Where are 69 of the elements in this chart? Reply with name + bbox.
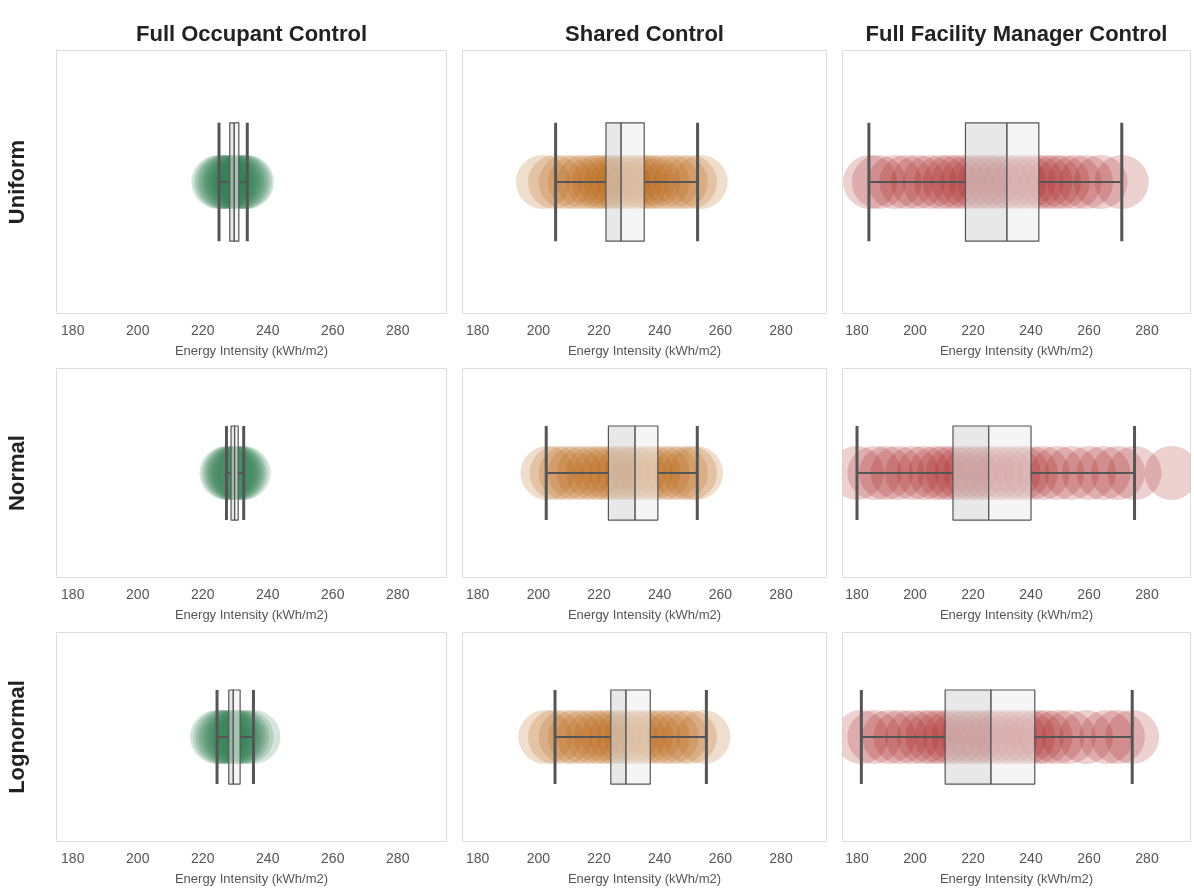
x-tick-label: 260 [708,585,733,602]
x-tick-label: 280 [769,585,793,602]
x-tick-label: 200 [526,321,551,338]
x-tick-label: 260 [321,321,345,338]
x-tick-label: 260 [1077,849,1101,866]
x-tick-label: 180 [465,321,490,338]
x-tick-label: 240 [1019,849,1043,866]
x-tick-label: 260 [321,849,345,866]
x-tick-label: 280 [386,849,410,866]
x-tick-label: 280 [1135,849,1159,866]
x-axis-title: Energy Intensity (kWh/m2) [939,606,1094,622]
x-tick-label: 280 [386,585,410,602]
x-tick-label: 240 [1019,321,1043,338]
x-tick-label: 240 [647,849,672,866]
x-tick-label: 180 [465,849,490,866]
x-tick-label: 260 [708,321,733,338]
x-axis-title: Energy Intensity (kWh/m2) [567,342,722,358]
x-tick-label: 200 [126,585,150,602]
x-tick-label: 220 [191,849,215,866]
x-axis-title: Energy Intensity (kWh/m2) [174,870,329,886]
x-tick-label: 280 [1135,321,1159,338]
y-tick-label: Uniform [3,139,29,225]
chart-title: Full Occupant Control [136,20,368,46]
x-tick-label: 240 [647,321,672,338]
x-tick-label: 220 [587,321,611,338]
x-axis-title: Energy Intensity (kWh/m2) [567,606,722,622]
x-tick-label: 240 [1019,585,1043,602]
x-tick-label: 260 [321,585,345,602]
x-tick-label: 260 [1077,321,1101,338]
x-tick-label: 200 [526,849,551,866]
x-tick-label: 180 [61,849,85,866]
y-tick-label: Normal [3,435,29,511]
x-tick-label: 180 [61,585,85,602]
x-tick-label: 220 [961,321,985,338]
x-tick-label: 200 [903,321,927,338]
x-tick-label: 260 [708,849,733,866]
x-tick-label: 180 [845,585,869,602]
x-tick-label: 180 [845,321,869,338]
x-tick-label: 280 [769,849,793,866]
chart-title: Full Facility Manager Control [865,20,1168,46]
x-axis-title: Energy Intensity (kWh/m2) [567,870,722,886]
x-tick-label: 220 [191,585,215,602]
x-tick-label: 240 [256,849,280,866]
x-tick-label: 180 [465,585,490,602]
x-tick-label: 280 [386,321,410,338]
x-tick-label: 200 [903,849,927,866]
x-tick-label: 240 [256,321,280,338]
x-axis-title: Energy Intensity (kWh/m2) [939,342,1094,358]
x-tick-label: 240 [256,585,280,602]
x-tick-label: 200 [126,321,150,338]
x-tick-label: 180 [845,849,869,866]
x-tick-label: 220 [587,585,611,602]
x-tick-label: 280 [1135,585,1159,602]
x-tick-label: 260 [1077,585,1101,602]
x-tick-label: 220 [961,585,985,602]
x-tick-label: 200 [526,585,551,602]
chart-title: Shared Control [565,20,724,46]
x-tick-label: 220 [961,849,985,866]
y-tick-label: Lognormal [3,680,29,794]
x-tick-label: 200 [126,849,150,866]
x-tick-label: 200 [903,585,927,602]
x-axis-title: Energy Intensity (kWh/m2) [174,606,329,622]
x-tick-label: 180 [61,321,85,338]
x-tick-label: 240 [647,585,672,602]
x-axis-title: Energy Intensity (kWh/m2) [939,870,1094,886]
x-axis-title: Energy Intensity (kWh/m2) [174,342,329,358]
x-tick-label: 280 [769,321,793,338]
x-tick-label: 220 [191,321,215,338]
x-tick-label: 220 [587,849,611,866]
